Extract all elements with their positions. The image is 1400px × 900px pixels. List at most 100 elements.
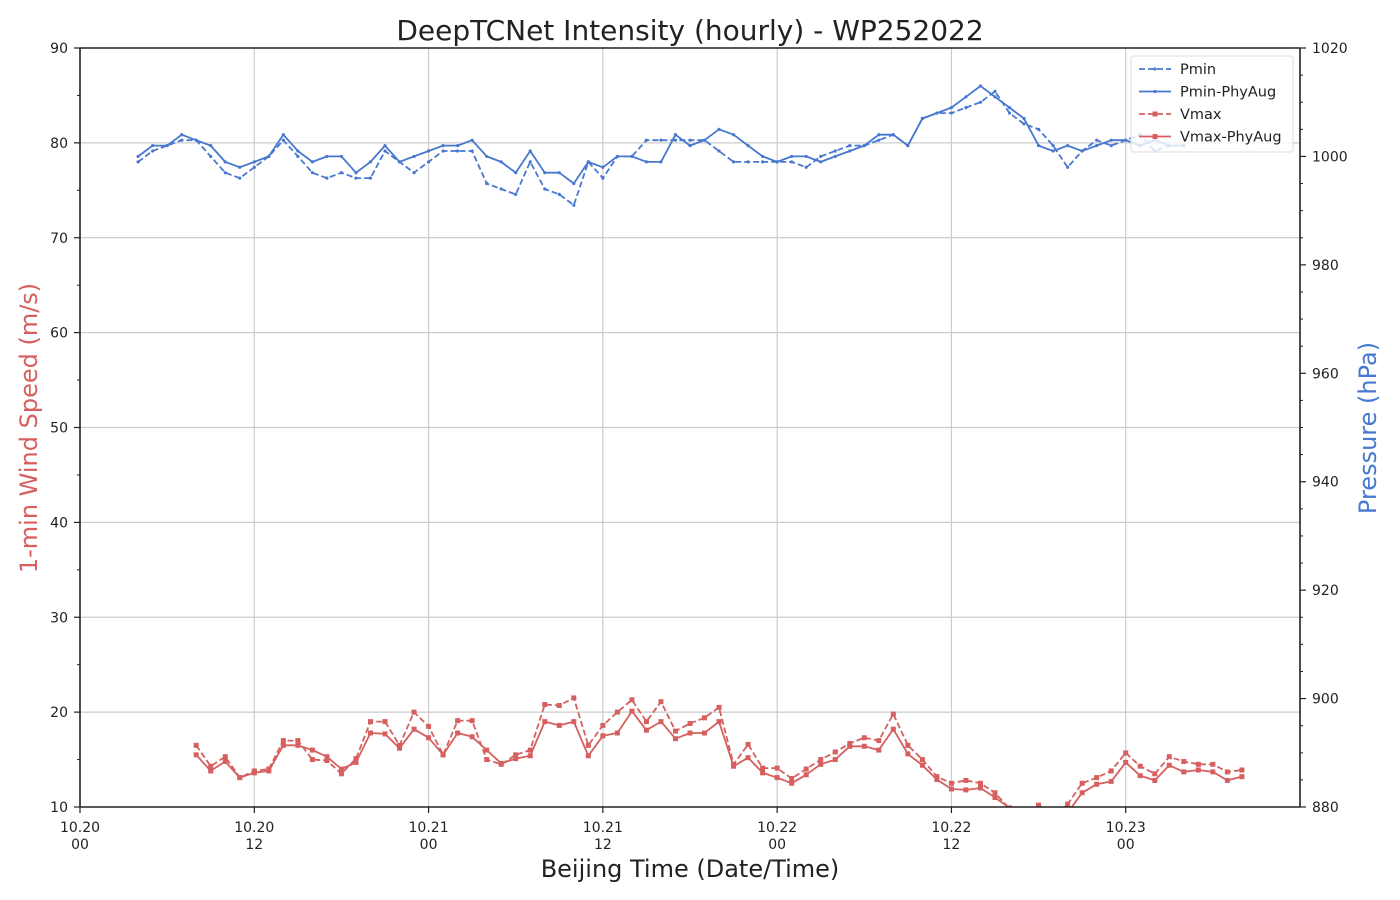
data-point-pmin-phyaug xyxy=(877,133,881,137)
data-point-vmax-phyaug xyxy=(193,752,199,758)
data-point-vmax xyxy=(585,742,591,748)
data-point-pmin xyxy=(339,171,344,175)
data-point-pmin xyxy=(528,160,532,164)
data-point-vmax-phyaug xyxy=(1108,778,1114,784)
data-point-vmax xyxy=(818,757,824,763)
data-point-pmin-phyaug xyxy=(572,181,576,186)
data-point-vmax xyxy=(643,719,649,725)
data-point-pmin xyxy=(644,138,649,142)
data-point-vmax xyxy=(1181,758,1187,764)
data-point-vmax xyxy=(527,747,533,753)
data-point-pmin-phyaug xyxy=(1124,138,1128,142)
data-point-pmin-phyaug xyxy=(514,171,518,175)
data-point-vmax-phyaug xyxy=(934,776,940,782)
data-point-vmax xyxy=(556,702,562,708)
right-tick-label: 1020 xyxy=(1312,41,1348,57)
data-point-vmax xyxy=(716,704,722,710)
data-point-pmin-phyaug xyxy=(761,154,765,159)
data-point-vmax-phyaug xyxy=(789,780,795,786)
data-point-pmin-phyaug xyxy=(862,143,866,148)
data-point-vmax-phyaug xyxy=(1152,777,1158,783)
data-point-pmin-phyaug xyxy=(920,116,924,121)
x-tick-label-hour: 12 xyxy=(594,837,612,853)
data-point-vmax xyxy=(542,702,548,708)
legend-box xyxy=(1130,55,1294,153)
data-point-pmin-phyaug xyxy=(397,160,402,164)
data-point-vmax-phyaug xyxy=(469,734,475,740)
data-point-pmin-phyaug xyxy=(644,160,649,164)
data-point-pmin xyxy=(659,138,663,142)
data-point-pmin xyxy=(964,106,968,110)
grid-layer xyxy=(80,48,1300,807)
data-point-pmin xyxy=(804,165,808,169)
data-point-vmax-phyaug xyxy=(803,772,809,778)
axes-layer: 1020304050607080908809009209409609801000… xyxy=(50,41,1347,853)
data-point-pmin-phyaug xyxy=(935,111,939,115)
data-point-pmin-phyaug xyxy=(1051,149,1055,153)
data-point-pmin-phyaug xyxy=(891,133,895,137)
data-point-vmax xyxy=(861,735,867,741)
data-point-pmin-phyaug xyxy=(1080,149,1084,153)
data-point-vmax xyxy=(774,765,780,771)
data-point-vmax-phyaug xyxy=(716,719,722,725)
data-point-pmin-phyaug xyxy=(1036,143,1041,148)
data-point-vmax-phyaug xyxy=(745,755,751,761)
data-point-pmin xyxy=(514,192,518,196)
data-point-vmax-phyaug xyxy=(731,763,737,769)
data-point-vmax-phyaug xyxy=(832,757,838,763)
data-point-vmax-phyaug xyxy=(905,751,911,757)
data-point-pmin xyxy=(470,149,474,153)
x-tick-label-date: 10.20 xyxy=(60,820,100,836)
right-tick-label: 900 xyxy=(1312,692,1339,708)
data-point-pmin-phyaug xyxy=(267,154,271,159)
data-point-pmin xyxy=(136,160,140,164)
data-point-vmax-phyaug xyxy=(266,768,272,774)
data-point-pmin xyxy=(412,171,416,175)
data-point-pmin-phyaug xyxy=(1095,143,1099,148)
data-point-vmax xyxy=(847,740,853,746)
data-point-pmin-phyaug xyxy=(281,133,285,137)
data-point-pmin-phyaug xyxy=(775,160,779,164)
data-point-pmin-phyaug xyxy=(848,149,852,153)
x-axis-title: Beijing Time (Date/Time) xyxy=(541,855,840,883)
data-point-pmin xyxy=(833,149,837,153)
data-point-pmin xyxy=(1022,122,1026,126)
data-point-pmin-phyaug xyxy=(819,160,823,164)
data-point-vmax xyxy=(426,723,432,729)
data-point-vmax-phyaug xyxy=(397,745,403,751)
data-point-pmin-phyaug xyxy=(383,143,387,148)
data-point-vmax xyxy=(1123,750,1129,756)
data-point-pmin-phyaug xyxy=(731,133,736,137)
data-point-pmin-phyaug xyxy=(412,154,416,159)
data-point-pmin xyxy=(441,149,445,153)
data-point-pmin xyxy=(180,138,184,142)
data-point-pmin-phyaug xyxy=(238,165,242,169)
right-tick-label: 880 xyxy=(1312,800,1339,816)
data-point-vmax xyxy=(629,697,635,703)
data-point-pmin-phyaug xyxy=(180,133,184,137)
data-point-vmax xyxy=(876,738,882,744)
data-point-vmax-phyaug xyxy=(222,758,228,764)
data-point-pmin-phyaug xyxy=(1007,106,1012,110)
data-point-vmax-phyaug xyxy=(992,795,998,801)
data-point-pmin xyxy=(572,203,576,207)
data-point-vmax-phyaug xyxy=(411,726,417,732)
data-point-pmin xyxy=(761,160,765,164)
x-tick-label-date: 10.21 xyxy=(583,820,623,836)
data-point-vmax-phyaug xyxy=(571,719,577,725)
data-point-pmin-phyaug xyxy=(702,138,707,142)
data-point-pmin-phyaug xyxy=(993,95,997,99)
data-point-vmax-phyaug xyxy=(643,727,649,733)
data-point-vmax xyxy=(600,722,606,728)
data-point-vmax xyxy=(1195,761,1201,767)
data-point-pmin-phyaug xyxy=(426,149,431,153)
data-point-vmax xyxy=(1051,813,1056,818)
right-tick-label: 980 xyxy=(1312,258,1339,274)
data-point-vmax xyxy=(890,711,896,717)
data-point-pmin xyxy=(731,160,736,164)
data-point-pmin-phyaug xyxy=(949,106,954,110)
left-tick-label: 30 xyxy=(50,610,68,626)
x-tick-label-date: 10.21 xyxy=(409,820,449,836)
data-point-pmin-phyaug xyxy=(1022,116,1026,121)
data-point-vmax xyxy=(280,738,286,744)
